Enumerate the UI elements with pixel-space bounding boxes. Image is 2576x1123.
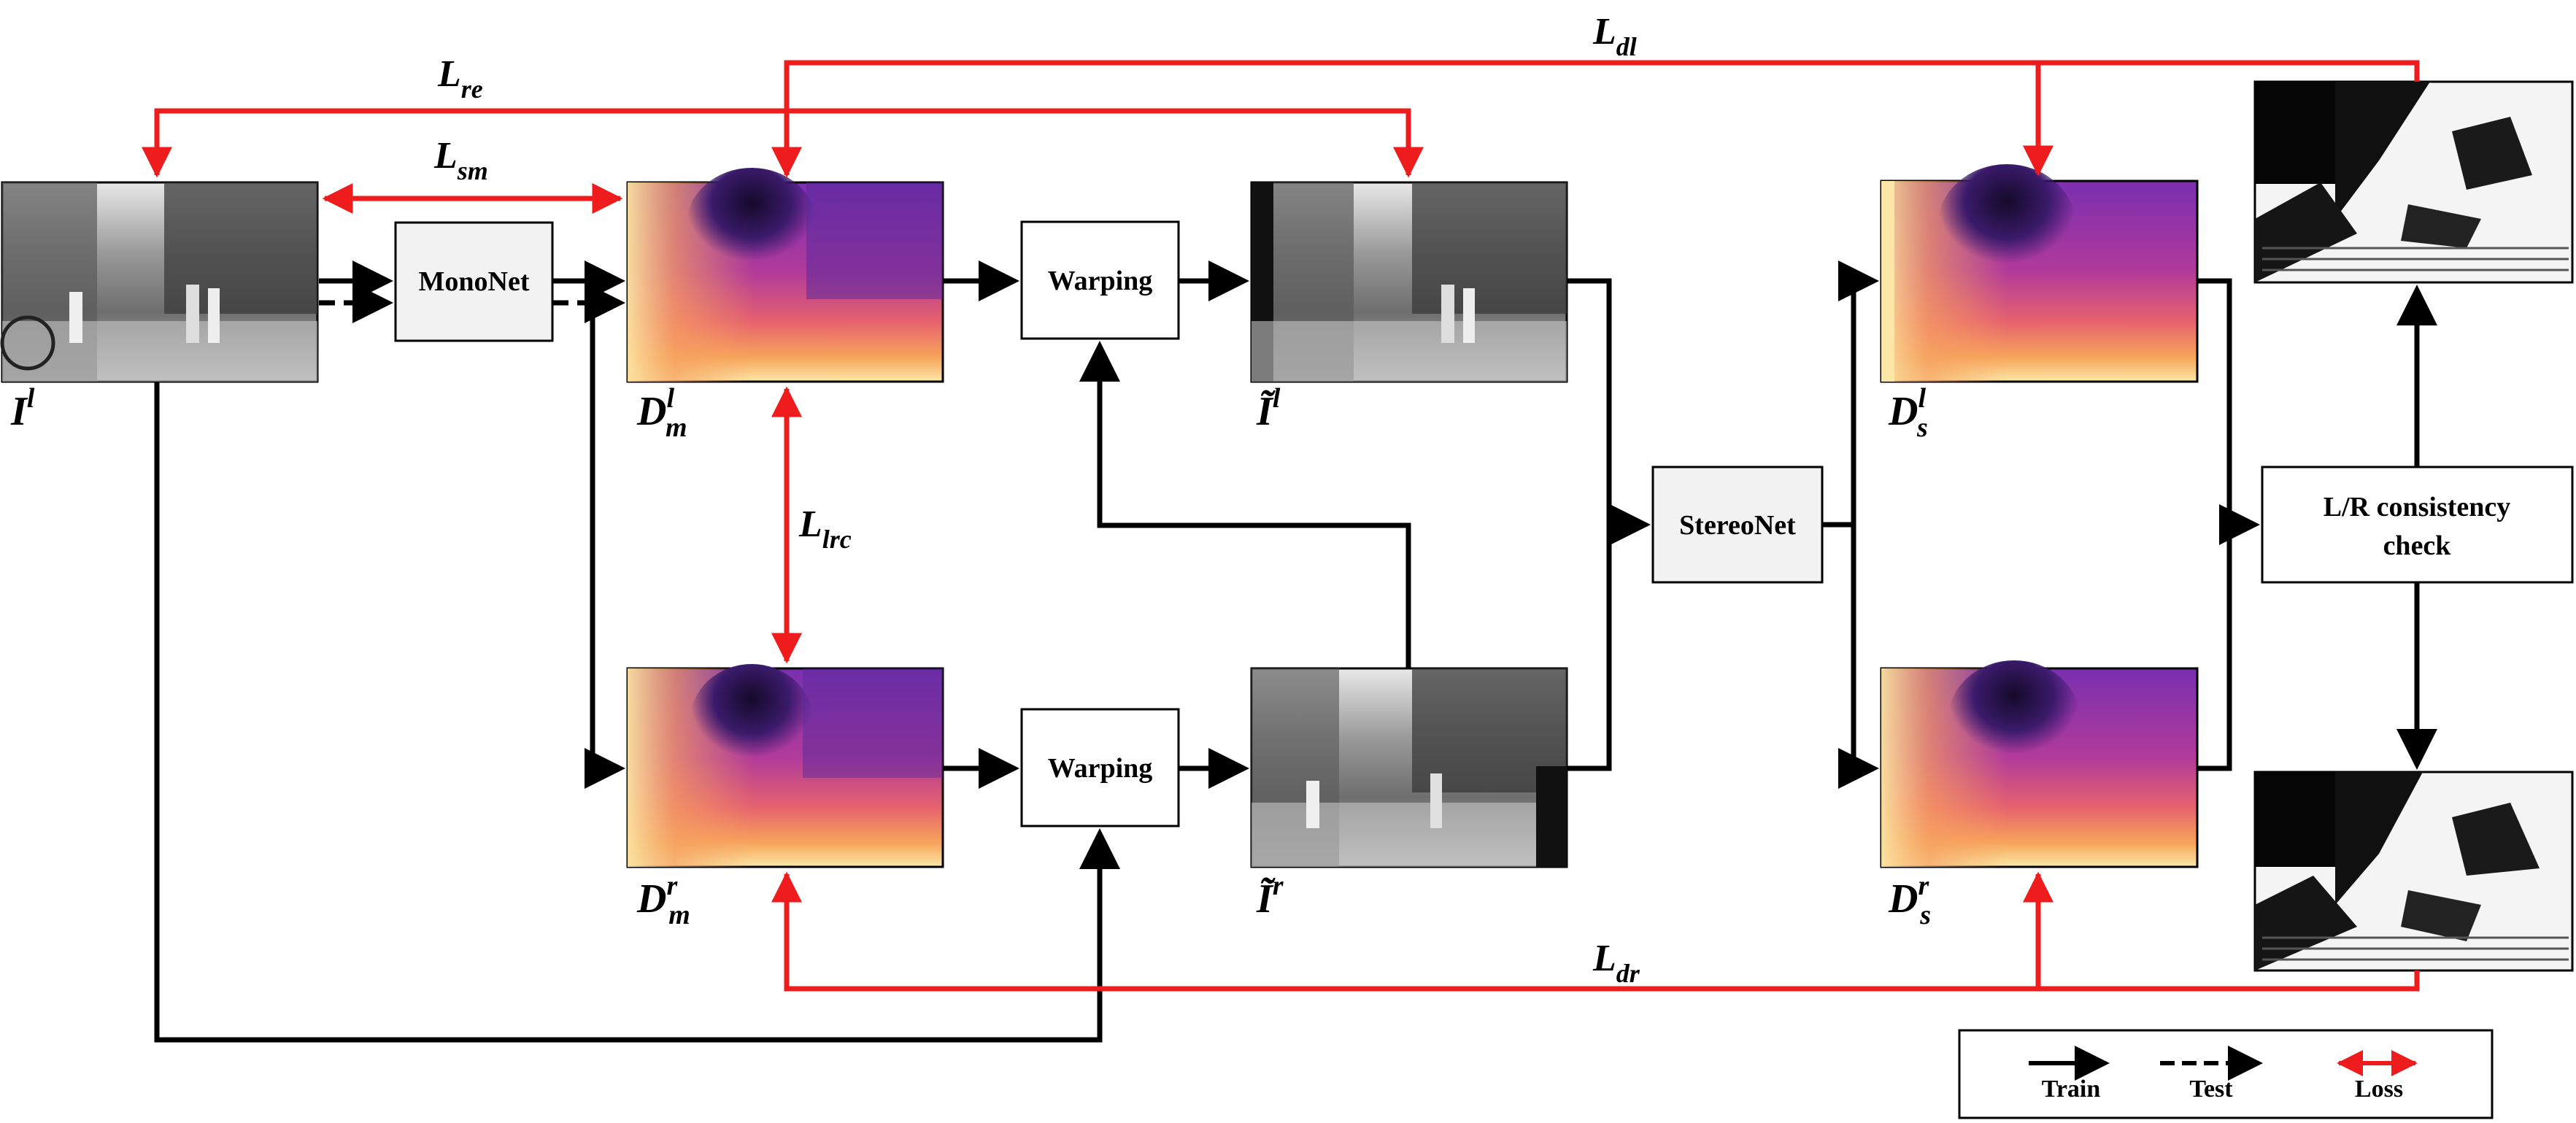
mononet-label: MonoNet [419,266,530,297]
mono-right-label: Dr m [636,871,690,930]
mono-left-label: Dl m [636,383,687,443]
lr-consistency-box: L/R consistency check [2261,466,2574,584]
loss-lrc-label: Llrc [798,503,852,554]
mono-depth-left-image [626,168,944,383]
legend-test-label: Test [2189,1076,2233,1103]
warped-left-label: Ĩl [1256,383,1281,434]
mono-depth-right-image [626,664,944,868]
loss-arrows [142,60,2420,992]
legend: Train Test Loss [1958,1029,2494,1119]
legend-loss: Loss [2337,1050,2418,1103]
warping-top-box: Warping [1020,220,1180,340]
loss-dl-label: Ldl [1592,11,1637,61]
legend-train: Train [2029,1046,2110,1103]
warping-bottom-box: Warping [1020,708,1180,827]
warped-right-image [1250,667,1568,868]
legend-train-label: Train [2042,1076,2101,1103]
warped-left-image [1250,181,1568,383]
mononet-box: MonoNet [394,221,554,342]
stereo-right-label: Dr s [1888,871,1931,930]
stereo-depth-left-image [1880,164,2199,383]
stereonet-box: StereoNet [1651,466,1824,584]
warping-bottom-label: Warping [1048,753,1153,784]
stereonet-label: StereoNet [1679,510,1796,541]
consistency-mask-top-image [2253,80,2574,284]
legend-test: Test [2160,1046,2263,1103]
input-left-label: Il [10,383,35,434]
input-left-image [0,181,319,383]
lr-consistency-label-line1: L/R consistency [2324,492,2511,522]
stereo-depth-right-image [1880,660,2199,868]
loss-dr-label: Ldr [1592,938,1640,988]
warped-right-label: Ĩr [1256,871,1284,922]
stereo-left-label: Dl s [1888,383,1928,443]
legend-loss-label: Loss [2355,1076,2403,1103]
consistency-mask-bottom-image [2253,771,2574,972]
flow-arrows [154,261,2437,1043]
warping-top-label: Warping [1048,266,1153,296]
lr-consistency-label-line2: check [2383,530,2452,561]
loss-sm-label: Lsm [433,135,488,185]
loss-re-label: Lre [437,53,483,104]
